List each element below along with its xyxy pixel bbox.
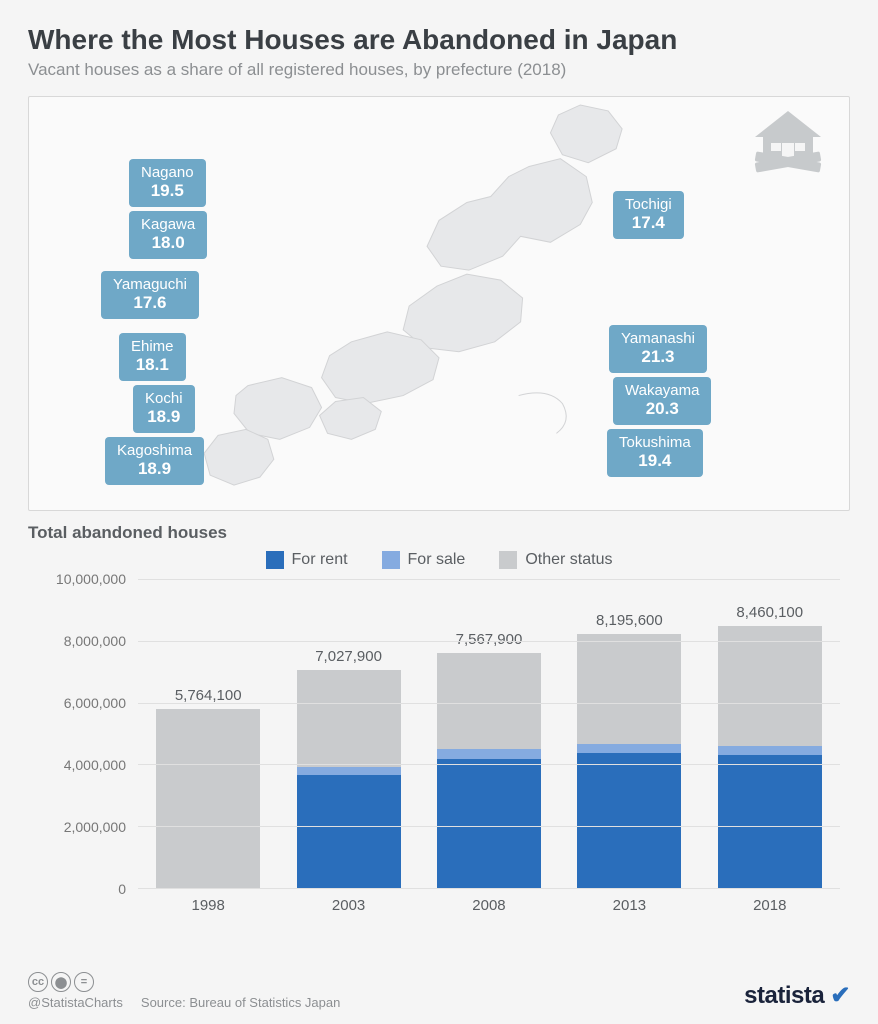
bar-segment xyxy=(577,744,681,753)
prefecture-label: Yamaguchi17.6 xyxy=(101,271,199,319)
house-icon xyxy=(749,111,827,182)
prefecture-label: Kochi18.9 xyxy=(133,385,195,433)
bar-segment xyxy=(297,767,401,775)
bar-segment xyxy=(297,670,401,767)
bar-group: 8,195,600 xyxy=(577,634,681,888)
bar-segment xyxy=(437,749,541,759)
y-tick-label: 0 xyxy=(38,881,126,897)
bar-segment xyxy=(297,775,401,888)
prefecture-label: Tokushima19.4 xyxy=(607,429,703,477)
y-tick-label: 6,000,000 xyxy=(38,695,126,711)
prefecture-label: Wakayama20.3 xyxy=(613,377,711,425)
prefecture-label: Tochigi17.4 xyxy=(613,191,684,239)
y-tick-label: 4,000,000 xyxy=(38,757,126,773)
bar-segment xyxy=(718,755,822,888)
legend-item: For rent xyxy=(266,551,348,569)
y-tick-label: 10,000,000 xyxy=(38,571,126,587)
bar-group: 8,460,100 xyxy=(718,626,822,888)
y-tick-label: 8,000,000 xyxy=(38,633,126,649)
bar-segment xyxy=(718,746,822,755)
bar-segment xyxy=(437,759,541,888)
x-tick-label: 2018 xyxy=(718,891,822,919)
source-text: Source: Bureau of Statistics Japan xyxy=(141,995,340,1010)
bar-segment xyxy=(718,626,822,746)
bar-group: 7,567,900 xyxy=(437,653,541,888)
legend-item: Other status xyxy=(499,551,612,569)
prefecture-label: Nagano19.5 xyxy=(129,159,206,207)
prefecture-label: Kagawa18.0 xyxy=(129,211,207,259)
footer: cc⬤= @StatistaCharts Source: Bureau of S… xyxy=(28,972,850,1010)
bar-segment xyxy=(577,753,681,888)
x-tick-label: 2008 xyxy=(437,891,541,919)
x-tick-label: 1998 xyxy=(156,891,260,919)
bar-total-label: 7,027,900 xyxy=(315,648,382,665)
prefecture-label: Yamanashi21.3 xyxy=(609,325,707,373)
chart-legend: For rent For sale Other status xyxy=(28,551,850,569)
bar-total-label: 8,195,600 xyxy=(596,612,663,629)
bar-segment xyxy=(437,653,541,749)
y-tick-label: 2,000,000 xyxy=(38,819,126,835)
legend-item: For sale xyxy=(382,551,466,569)
chart-title: Total abandoned houses xyxy=(28,523,850,543)
statista-logo: statista ✔ xyxy=(744,981,850,1010)
bar-group: 5,764,100 xyxy=(156,709,260,888)
x-tick-label: 2003 xyxy=(297,891,401,919)
bar-segment xyxy=(156,709,260,888)
x-tick-label: 2013 xyxy=(577,891,681,919)
prefecture-label: Ehime18.1 xyxy=(119,333,186,381)
page-title: Where the Most Houses are Abandoned in J… xyxy=(28,24,850,56)
map-panel: Nagano19.5Kagawa18.0 Yamaguchi17.6 Ehime18… xyxy=(28,96,850,511)
bar-total-label: 8,460,100 xyxy=(736,604,803,621)
cc-license-icons: cc⬤= xyxy=(28,972,340,992)
bar-chart: 02,000,0004,000,0006,000,0008,000,00010,… xyxy=(38,579,850,919)
prefecture-label: Kagoshima18.9 xyxy=(105,437,204,485)
page-subtitle: Vacant houses as a share of all register… xyxy=(28,60,850,80)
social-handle: @StatistaCharts xyxy=(28,995,123,1010)
bar-segment xyxy=(577,634,681,744)
